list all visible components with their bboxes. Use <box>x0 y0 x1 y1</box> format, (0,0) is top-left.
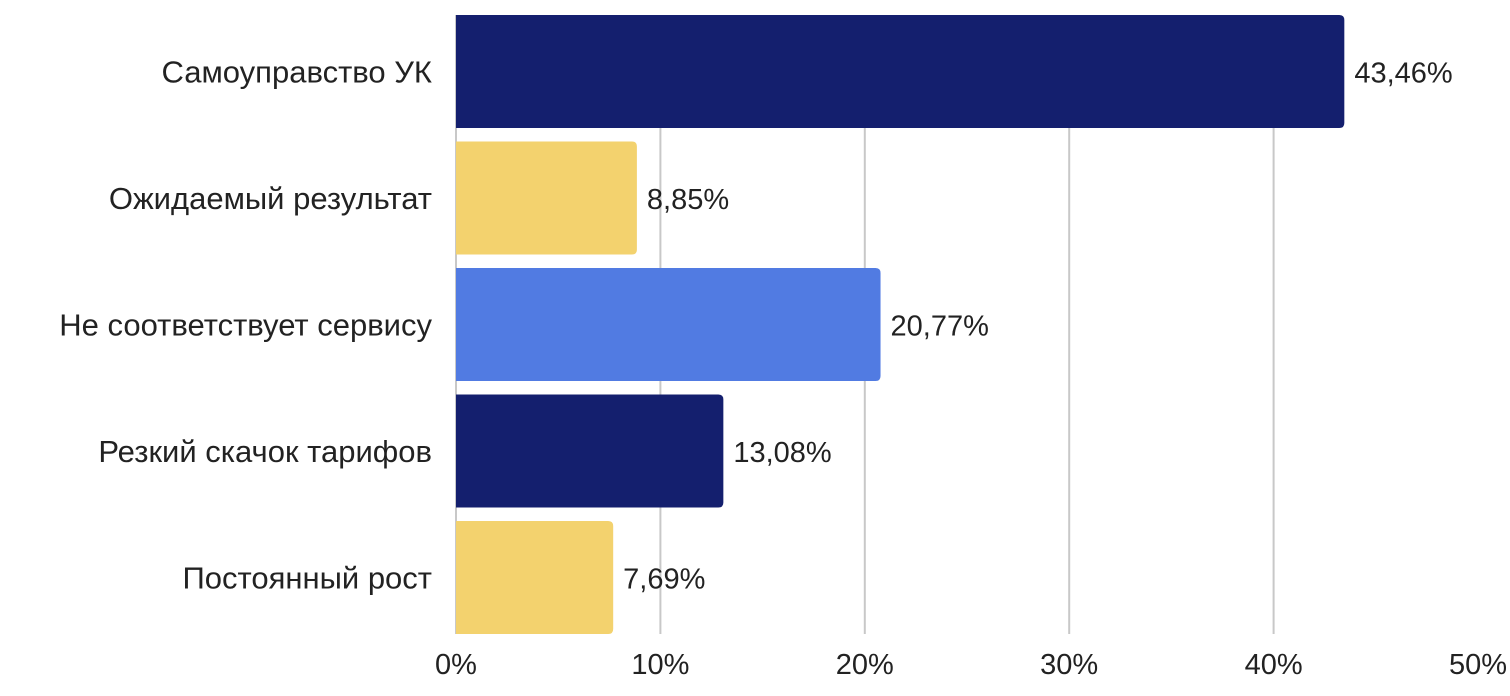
bar-value-label: 13,08% <box>733 437 831 469</box>
x-tick-label: 40% <box>1245 649 1303 681</box>
x-tick-label: 10% <box>631 649 689 681</box>
category-labels: Самоуправство УК Ожидаемый результат Не со… <box>59 55 432 596</box>
bar <box>456 394 724 508</box>
category-label: Не соответствует сервису <box>59 308 432 343</box>
bars <box>456 15 1345 634</box>
x-tick-label: 0% <box>435 649 477 681</box>
bar-value-label: 20,77% <box>891 311 989 343</box>
category-label: Резкий скачок тарифов <box>98 434 432 469</box>
bar <box>456 15 1345 128</box>
category-label: Ожидаемый результат <box>109 181 432 216</box>
bar-value-label: 8,85% <box>647 184 729 216</box>
value-labels: 43,46% 8,85% 20,77% 13,08% 7,69% <box>623 58 1452 596</box>
category-label: Самоуправство УК <box>162 55 433 90</box>
bar-value-label: 7,69% <box>623 564 705 596</box>
category-label: Постоянный рост <box>182 561 432 596</box>
x-tick-label: 50% <box>1449 649 1507 681</box>
bar-value-label: 43,46% <box>1354 58 1452 90</box>
x-tick-label: 30% <box>1040 649 1098 681</box>
x-axis-ticks: 0% 10% 20% 30% 40% 50% <box>435 649 1507 681</box>
bar <box>456 521 614 634</box>
x-tick-label: 20% <box>836 649 894 681</box>
bar <box>456 268 881 381</box>
bar <box>456 141 637 255</box>
